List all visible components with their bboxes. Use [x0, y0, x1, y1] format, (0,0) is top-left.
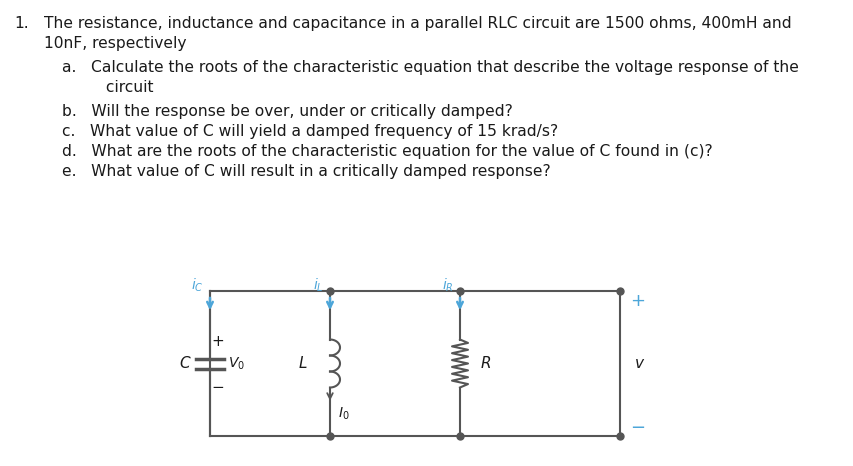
Text: b.   Will the response be over, under or critically damped?: b. Will the response be over, under or c…: [62, 104, 513, 119]
Text: $i_C$: $i_C$: [191, 277, 204, 294]
Text: $i_L$: $i_L$: [313, 277, 323, 294]
Text: $+$: $+$: [630, 292, 644, 310]
Text: a.   Calculate the roots of the characteristic equation that describe the voltag: a. Calculate the roots of the characteri…: [62, 60, 798, 75]
Text: $+$: $+$: [212, 334, 224, 349]
Text: c.   What value of C will yield a damped frequency of 15 krad/s?: c. What value of C will yield a damped f…: [62, 124, 558, 139]
Text: $V_0$: $V_0$: [228, 355, 245, 372]
Text: d.   What are the roots of the characteristic equation for the value of C found : d. What are the roots of the characteris…: [62, 144, 712, 159]
Text: $L$: $L$: [298, 356, 308, 371]
Text: $R$: $R$: [479, 356, 490, 371]
Text: $i_R$: $i_R$: [442, 277, 454, 294]
Text: circuit: circuit: [62, 80, 154, 95]
Text: $-$: $-$: [212, 378, 224, 393]
Text: $C$: $C$: [179, 356, 192, 371]
Text: $-$: $-$: [630, 417, 644, 435]
Text: 1.: 1.: [14, 16, 29, 31]
Text: $I_0$: $I_0$: [338, 405, 349, 422]
Text: e.   What value of C will result in a critically damped response?: e. What value of C will result in a crit…: [62, 164, 550, 179]
Text: The resistance, inductance and capacitance in a parallel RLC circuit are 1500 oh: The resistance, inductance and capacitan…: [44, 16, 791, 31]
Text: $v$: $v$: [633, 356, 645, 371]
Text: 10nF, respectively: 10nF, respectively: [44, 36, 186, 51]
